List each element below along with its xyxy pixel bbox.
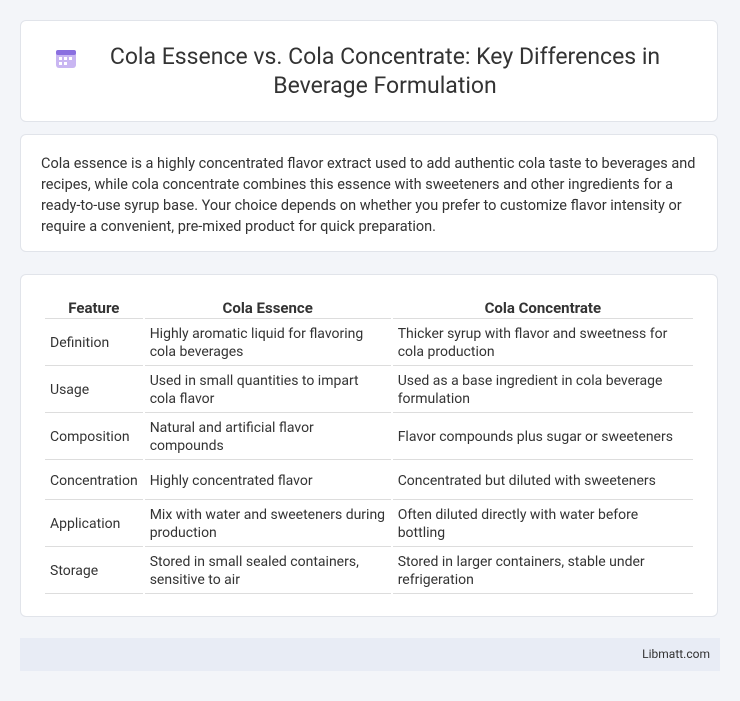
table: Feature Cola Essence Cola Concentrate Defin… (43, 295, 695, 596)
row: Definition Highly aromatic liquid for fla… (45, 321, 693, 366)
cell: Concentrated but diluted with sweeteners (392, 462, 693, 500)
row: Storage Stored in small sealed containers… (45, 549, 693, 594)
cell: Used in small quantities to impart cola … (144, 368, 391, 413)
cell: Highly concentrated flavor (144, 462, 391, 500)
cell: Usage (45, 368, 143, 413)
footer: Libmatt.com (20, 638, 720, 671)
row: Composition Natural and artificial flavor… (45, 415, 693, 460)
row: Usage Used in small quantities to impart … (45, 368, 693, 413)
cell: Highly aromatic liquid for flavoring col… (144, 321, 391, 366)
cell: Stored in small sealed containers, sensi… (144, 549, 391, 594)
row: Application Mix with water and sweeteners… (45, 502, 693, 547)
row: Concentration Highly concentrated flavor C… (45, 462, 693, 500)
column-header: Cola Essence (144, 297, 391, 319)
intro: Cola essence is a highly concentrated fl… (20, 134, 718, 252)
cell: Composition (45, 415, 143, 460)
calendar-icon (56, 50, 76, 68)
header: Cola Essence vs. Cola Concentrate: Key D… (20, 20, 718, 122)
cell: Thicker syrup with flavor and sweetness … (392, 321, 693, 366)
column-header: Cola Concentrate (392, 297, 693, 319)
column-header: Feature (45, 297, 143, 319)
cell: Used as a base ingredient in cola bevera… (392, 368, 693, 413)
cell: Concentration (45, 462, 143, 500)
cell: Natural and artificial flavor compounds (144, 415, 391, 460)
cell: Stored in larger containers, stable unde… (392, 549, 693, 594)
cell: Definition (45, 321, 143, 366)
cell: Mix with water and sweeteners during pro… (144, 502, 391, 547)
cell: Flavor compounds plus sugar or sweetener… (392, 415, 693, 460)
cell: Application (45, 502, 143, 547)
table-card: Feature Cola Essence Cola Concentrate Defin… (20, 274, 718, 617)
cell: Storage (45, 549, 143, 594)
cell: Often diluted directly with water before… (392, 502, 693, 547)
title: Cola Essence vs. Cola Concentrate: Key D… (109, 43, 661, 99)
